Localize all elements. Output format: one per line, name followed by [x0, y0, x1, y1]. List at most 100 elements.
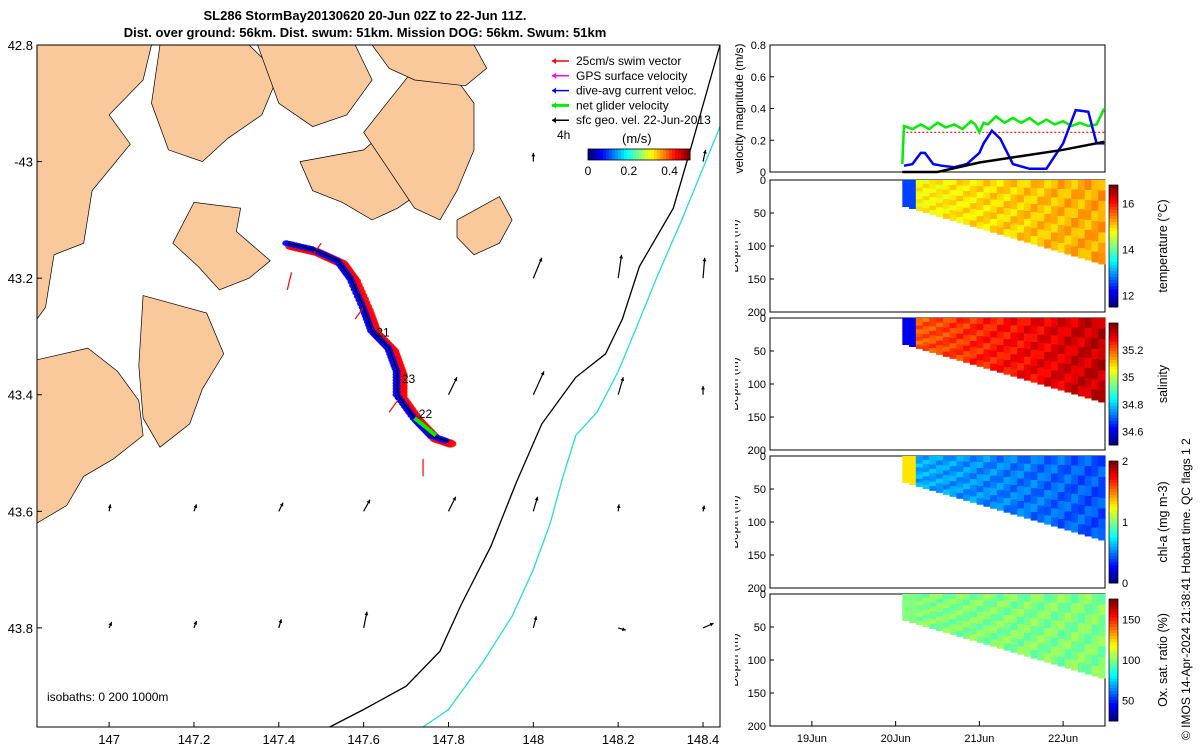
oxygen-section-cell	[1050, 646, 1059, 656]
temperature-section-cell	[1091, 200, 1099, 212]
temperature-section-cell	[1044, 230, 1052, 241]
temperature-section-colorbar-cell	[1109, 276, 1118, 281]
oxygen-section-cell	[1003, 622, 1012, 630]
salinity-section-cell	[1071, 384, 1079, 395]
oxygen-section-cell	[1077, 652, 1086, 663]
current-vector-5	[532, 496, 539, 512]
salinity-section-cell	[1098, 391, 1106, 403]
oxygen-section-cell	[1084, 594, 1093, 605]
chl-a-section-cell	[1003, 505, 1012, 513]
salinity-section-cell	[1084, 367, 1093, 379]
chl-a-section-cell	[1057, 509, 1066, 520]
salinity-section-cell	[1037, 375, 1045, 385]
map-y-tick-label: -43	[14, 155, 33, 170]
chl-a-section-cell	[942, 470, 951, 476]
chl-a-section-colorbar-cell	[1109, 461, 1118, 465]
salinity-section-cell	[983, 336, 991, 344]
oxygen-section-colorbar-cell	[1109, 684, 1118, 688]
temperature-section-cell	[942, 189, 951, 195]
chl-a-section-cell	[1017, 501, 1025, 510]
temperature-section-cell	[956, 195, 964, 202]
salinity-section-cell	[983, 318, 991, 325]
oxygen-section-cell	[936, 625, 944, 631]
oxygen-section-cell	[963, 632, 971, 639]
temperature-section-cell	[990, 206, 998, 214]
temperature-section-cell	[936, 180, 944, 186]
temperature-section-cell	[909, 197, 917, 202]
temperature-section-cell	[929, 180, 937, 185]
oxygen-section-cell	[1071, 603, 1079, 614]
salinity-section-cell	[1091, 389, 1099, 401]
oxygen-section-cell	[915, 601, 924, 606]
salinity-section-cell	[1017, 318, 1025, 327]
chl-a-section-cell	[929, 477, 937, 483]
temperature-section-cell	[915, 191, 924, 196]
glider-track-map: 21 23 22 147 147.2 147.4 147.6 147.8 148 148.2 148…	[8, 38, 721, 747]
oxygen-section-cell	[902, 603, 910, 608]
oxygen-section-colorbar-cell	[1109, 623, 1118, 627]
chl-a-section-cell	[1077, 465, 1086, 477]
chl-a-section-cell	[990, 488, 998, 496]
temperature-section-cell	[1064, 207, 1072, 218]
chl-a-section-colorbar-cell	[1109, 534, 1118, 538]
temperature-section-colorbar-cell	[1109, 206, 1118, 210]
chl-a-section-cell	[1010, 456, 1018, 464]
chl-a-section-y-tick-label: 0	[760, 451, 766, 463]
salinity-section-cell	[990, 357, 998, 365]
salinity-section-cell	[1037, 342, 1045, 352]
salinity-section-cell	[1098, 380, 1106, 392]
chl-a-section-cell	[969, 461, 978, 469]
temperature-section-cell	[915, 198, 924, 204]
oxygen-section-cell	[1023, 617, 1032, 626]
salinity-section-cell	[996, 365, 1005, 373]
current-vector-9	[193, 620, 198, 629]
chl-a-section-cell	[969, 484, 978, 492]
chl-a-section-cell	[1091, 517, 1099, 529]
chl-a-section-cell	[902, 469, 910, 474]
chl-a-section-colorbar-cell	[1109, 503, 1118, 508]
salinity-section-cell	[1003, 346, 1012, 354]
map-colorbar-cell	[669, 149, 673, 160]
salinity-section-cell	[936, 349, 944, 355]
temperature-section-cell	[1077, 199, 1086, 210]
chl-a-section-cell	[1023, 471, 1032, 480]
oxygen-section-cell	[1098, 646, 1106, 658]
salinity-section-cell	[922, 338, 930, 343]
chl-a-section-cell	[1071, 484, 1079, 495]
chl-a-section-cell	[922, 484, 930, 489]
oxygen-section-colorbar-cell	[1109, 678, 1118, 682]
oxygen-section-cell	[1003, 601, 1012, 609]
temperature-section-cell	[1091, 231, 1099, 242]
chl-a-section-cell	[969, 467, 978, 474]
oxygen-section-cell	[1050, 637, 1059, 648]
oxygen-section-cell	[976, 606, 984, 613]
temperature-section-cell	[902, 189, 910, 194]
salinity-section-cell	[902, 337, 910, 342]
temperature-section-cell	[1023, 226, 1032, 235]
oxygen-section-cell	[1064, 640, 1072, 651]
salinity-section-cell	[1023, 325, 1032, 335]
legend-arrowhead-2	[552, 87, 556, 94]
temperature-section-cell	[1071, 198, 1079, 210]
salinity-section-cell	[1017, 333, 1025, 342]
salinity-section-cell	[976, 342, 984, 349]
temperature-section-cell	[1098, 211, 1106, 223]
salinity-section-y-tick-label: 50	[754, 346, 766, 358]
salinity-section-cell	[1003, 367, 1012, 375]
temperature-section-cell	[983, 217, 991, 225]
legend-label-1: GPS surface velocity	[576, 69, 687, 83]
oxygen-section-cell	[902, 594, 910, 598]
chl-a-section-cell	[1050, 456, 1059, 466]
oxygen-section-cell	[1010, 630, 1018, 639]
oxygen-section-cell	[949, 624, 957, 630]
salinity-section-cell	[1044, 318, 1052, 328]
map-y-tick-label: 43.8	[8, 621, 33, 636]
oxygen-section-colorbar-cell	[1109, 705, 1118, 710]
oxygen-section-cell	[990, 620, 998, 628]
temperature-section-colorbar-cell	[1109, 297, 1118, 302]
temperature-section-cell	[1003, 229, 1012, 237]
oxygen-section-cell	[1023, 625, 1032, 634]
temperature-section-cell	[996, 180, 1005, 188]
chl-a-section-cell	[983, 487, 991, 495]
chl-a-section-cell	[990, 501, 998, 509]
